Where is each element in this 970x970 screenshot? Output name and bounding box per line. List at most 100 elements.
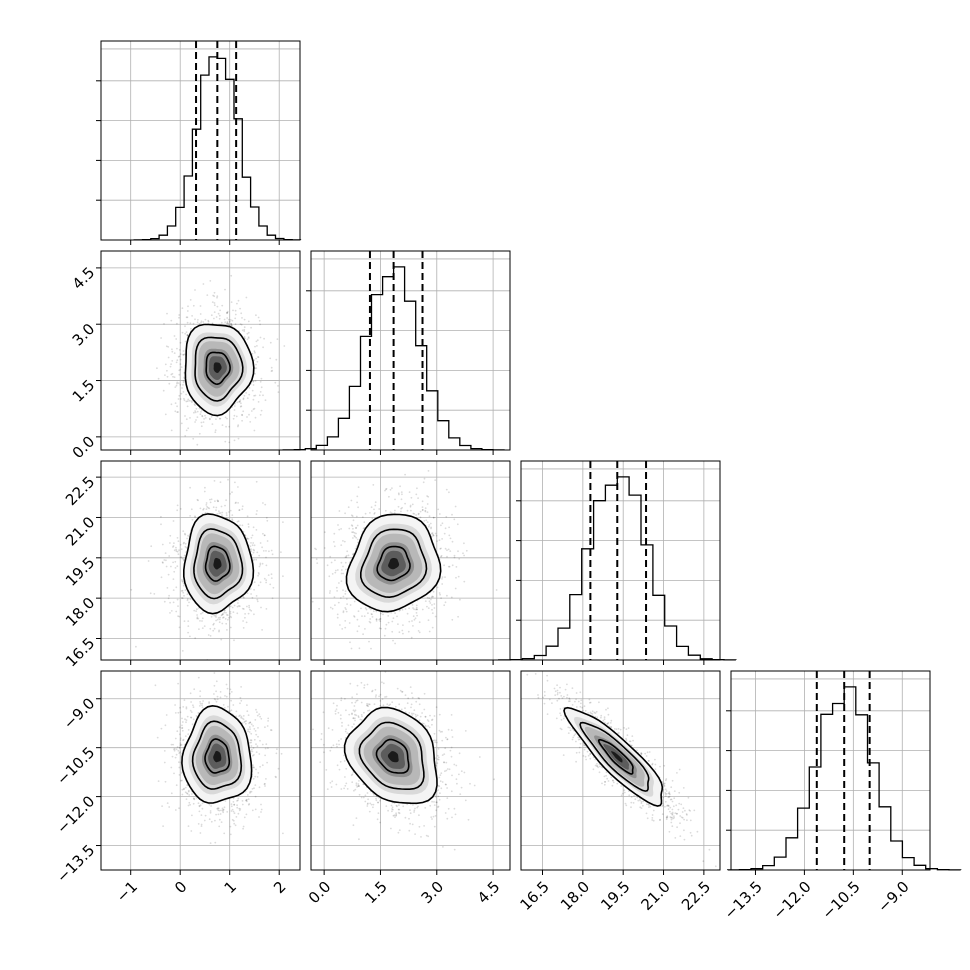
sample-point [280,752,283,755]
sample-point [676,772,678,774]
sample-point [440,597,442,600]
sample-point [441,522,444,525]
sample-point [337,524,339,526]
sample-point [584,755,587,758]
sample-point [441,578,443,580]
sample-point [582,755,585,757]
sample-point [224,416,227,419]
sample-point [262,394,264,397]
sample-point [355,532,357,535]
sample-point [255,480,258,483]
sample-point [187,825,190,827]
sample-point [253,754,255,756]
sample-point [645,812,648,815]
sample-point [606,722,609,725]
sample-point [162,389,165,392]
sample-point [671,813,674,816]
sample-point [431,608,433,611]
sample-point [256,745,259,748]
sample-point [364,800,367,803]
sample-point [262,550,265,552]
sample-point [187,625,190,627]
sample-point [245,392,248,394]
sample-point [320,738,323,741]
sample-point [410,509,412,512]
sample-point [388,495,390,498]
sample-point [365,608,368,611]
sample-point [432,516,435,519]
sample-point [338,768,341,771]
sample-point [343,787,345,790]
sample-point [181,589,184,592]
sample-point [213,311,216,313]
sample-point [449,537,452,540]
sample-point [212,457,214,459]
sample-point [182,788,185,791]
sample-point [409,505,412,508]
sample-point [678,802,681,805]
sample-point [199,702,202,705]
sample-point [196,617,199,620]
sample-point [218,809,221,812]
sample-point [639,806,642,809]
sample-point [167,346,170,348]
sample-point [251,534,254,537]
sample-point [247,526,250,528]
sample-point [427,725,429,727]
sample-point [237,424,240,427]
sample-point [343,754,345,757]
sample-point [671,816,673,819]
sample-point [449,749,452,752]
sample-point [441,754,444,756]
sample-point [184,532,186,535]
sample-point [226,311,229,314]
sample-point [193,798,196,801]
sample-point [252,747,255,749]
sample-point [254,394,257,397]
sample-point [248,803,251,805]
sample-point [654,758,656,761]
sample-point [448,565,451,568]
sample-point [225,683,228,686]
sample-point [150,545,153,548]
sample-point [186,334,189,337]
sample-point [395,813,398,816]
sample-point [253,394,256,397]
sample-point [212,629,215,632]
sample-point [178,774,181,776]
sample-point [384,509,387,512]
sample-point [257,356,259,358]
sample-point [200,321,202,324]
sample-point [556,684,558,687]
sample-point [189,417,191,419]
sample-point [229,493,232,495]
sample-point [439,780,442,783]
sample-point [270,366,273,369]
sample-point [238,400,241,403]
sample-point [451,513,453,516]
sample-point [683,829,685,832]
sample-point [191,315,194,317]
sample-point [215,506,218,509]
sample-point [443,761,445,764]
sample-point [217,807,220,810]
sample-point [243,328,246,331]
sample-point [218,825,221,828]
sample-point [183,541,186,544]
density-panel-2-1 [310,460,511,661]
sample-point [225,611,227,614]
sample-point [446,738,449,740]
sample-point [223,609,226,612]
sample-point [424,724,427,727]
sample-point [218,629,221,632]
sample-point [409,822,411,825]
sample-point [340,528,342,530]
sample-point [183,558,185,561]
sample-point [344,697,346,700]
sample-point [419,715,422,718]
sample-point [254,775,257,778]
sample-point [248,726,251,728]
sample-point [263,783,266,786]
sample-point [543,694,546,697]
